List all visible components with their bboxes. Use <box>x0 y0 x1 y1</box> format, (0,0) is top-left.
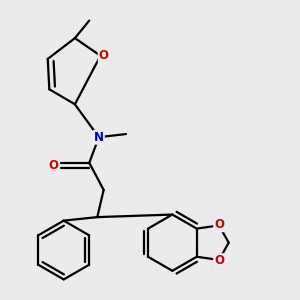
Text: O: O <box>49 159 58 172</box>
Text: O: O <box>99 49 109 62</box>
Text: O: O <box>214 254 224 267</box>
Text: O: O <box>214 218 224 231</box>
Text: N: N <box>94 131 104 144</box>
